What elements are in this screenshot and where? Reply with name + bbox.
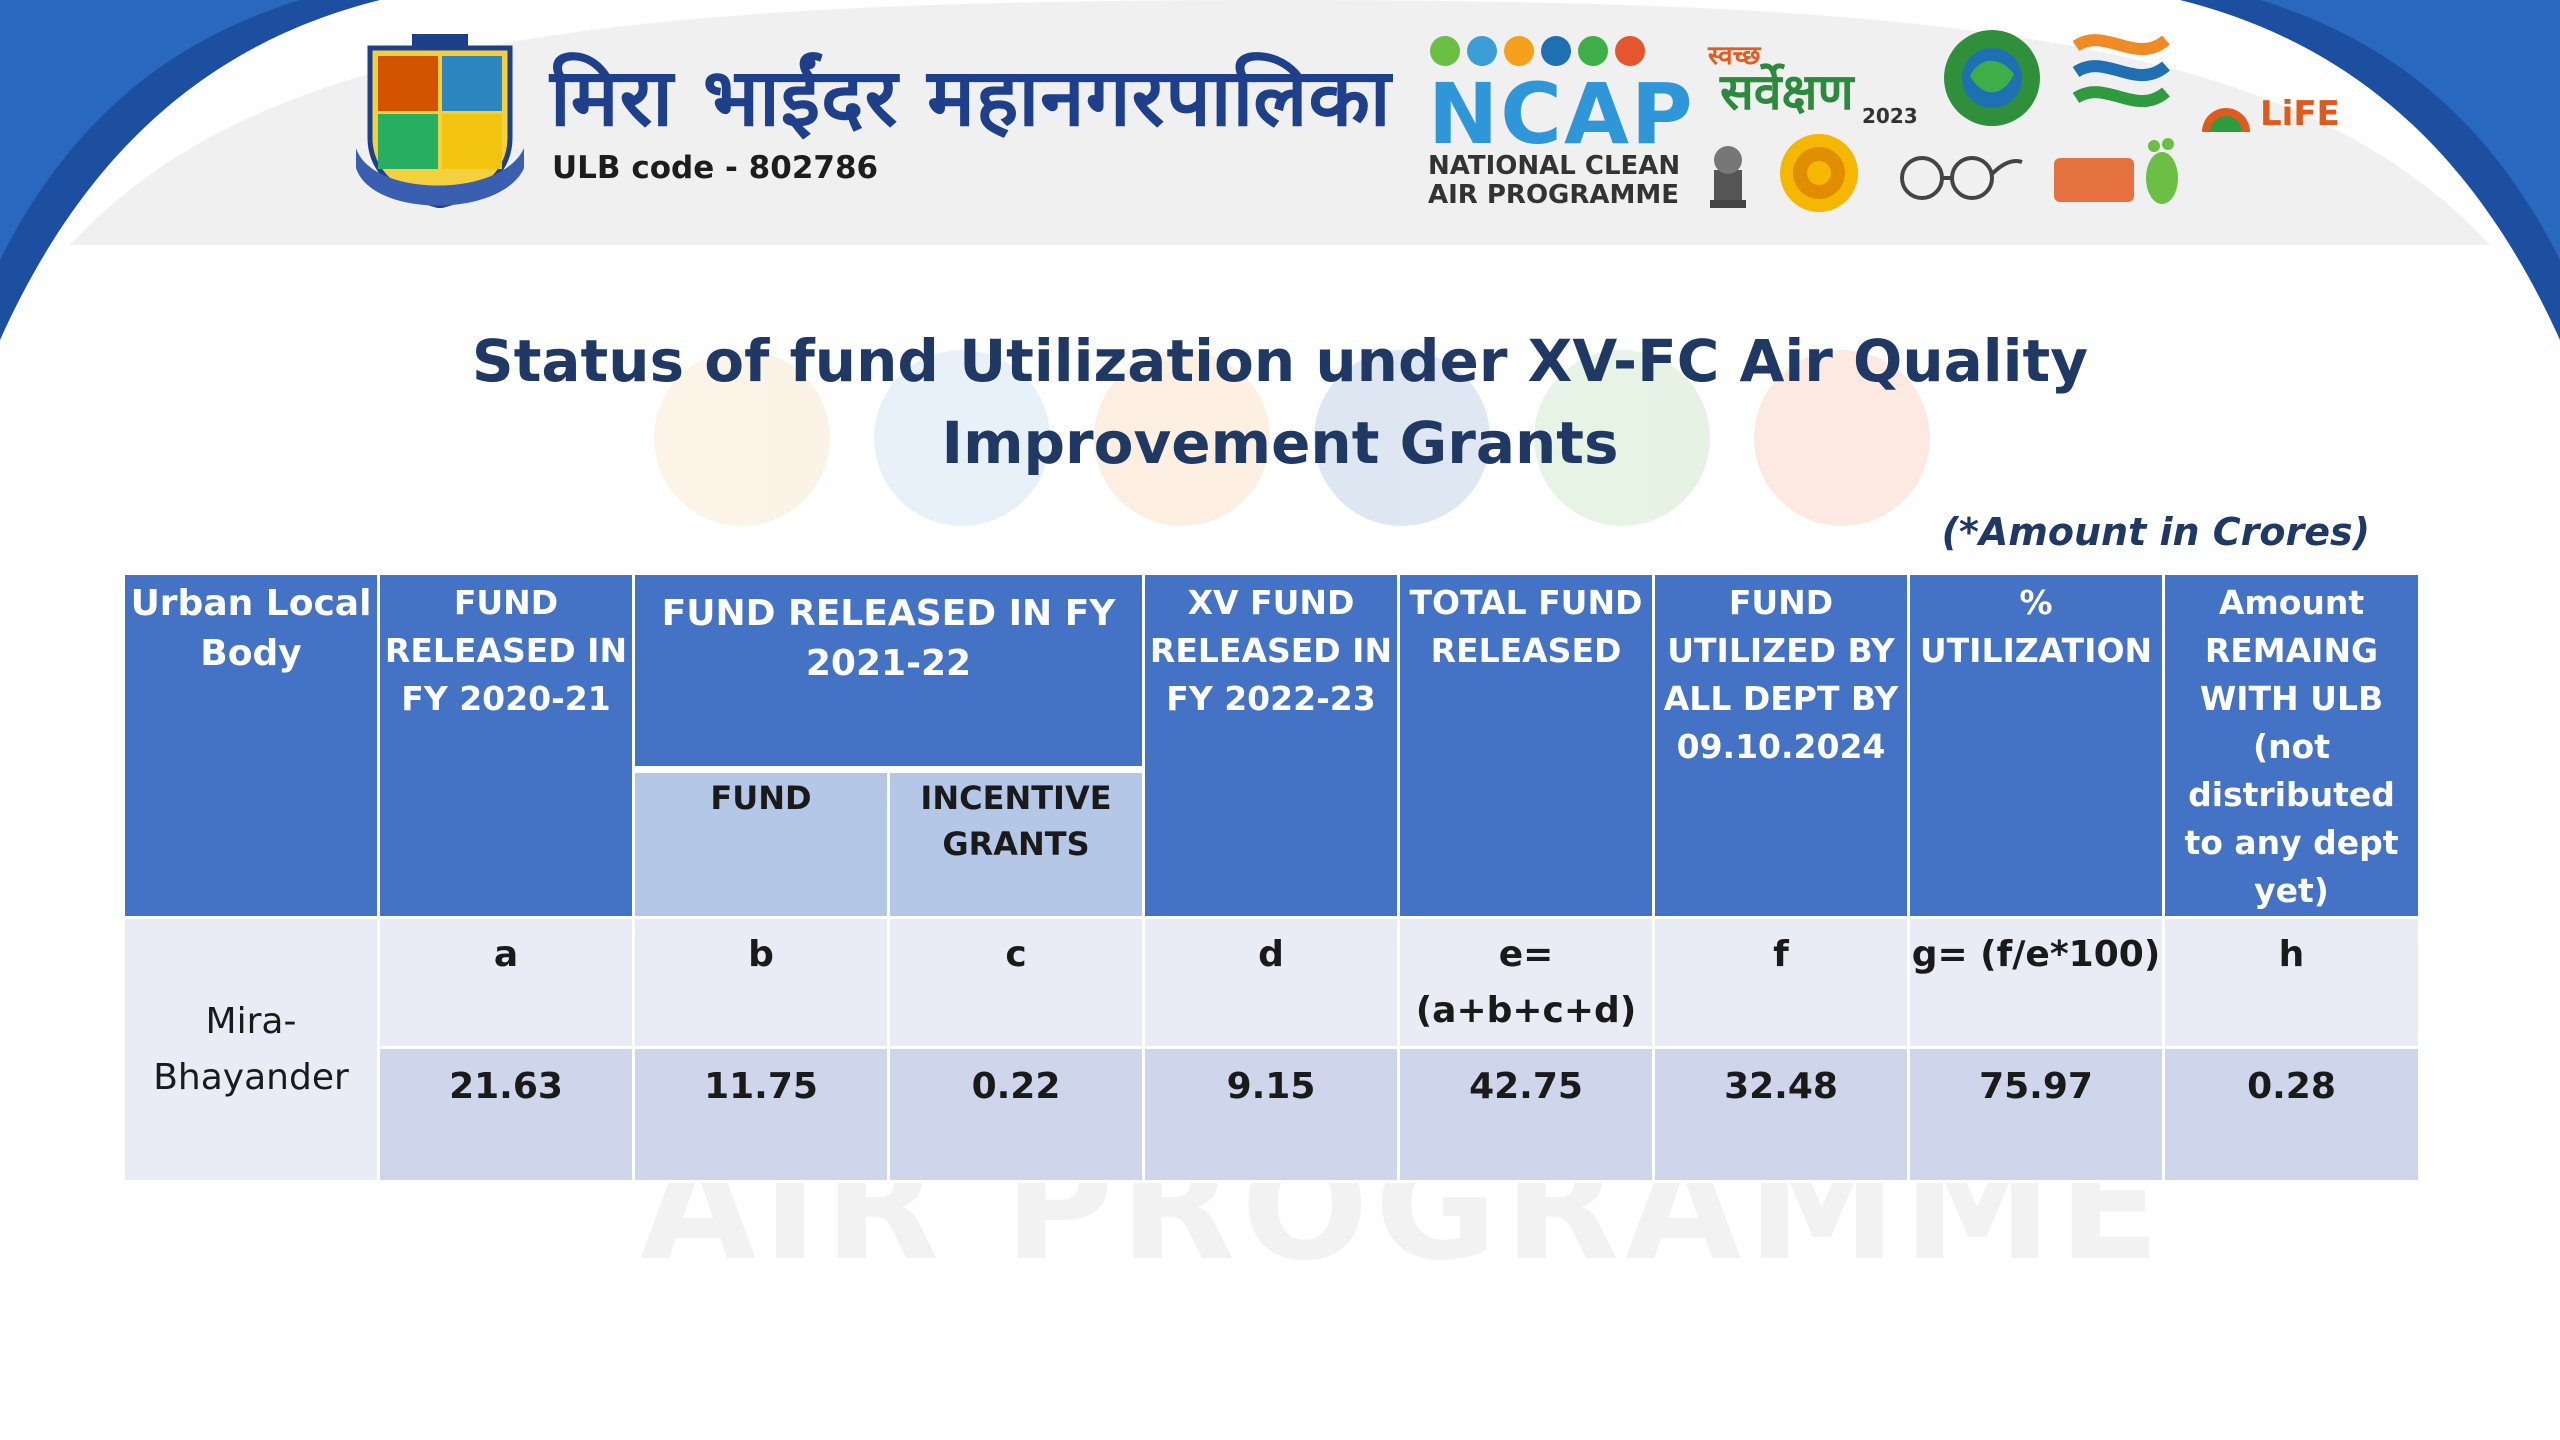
header-sub-incentive: INCENTIVE GRANTS: [887, 765, 1145, 920]
value-h: 0.28: [2162, 1046, 2421, 1183]
ncap-dot-icon: [1578, 36, 1608, 66]
header-total-fund: TOTAL FUND RELEASED: [1397, 572, 1655, 919]
value-g: 75.97: [1907, 1046, 2165, 1183]
ncap-subtitle: NATIONAL CLEAN AIR PROGRAMME: [1428, 152, 1680, 210]
value-d: 9.15: [1142, 1046, 1400, 1183]
life-sun-icon: [2202, 108, 2250, 132]
ncap-logo-text: NCAP: [1428, 65, 1695, 163]
header-banner: मिरा भाईंदर महानगरपालिका ULB code - 8027…: [0, 0, 2560, 245]
swachh-logo-year: 2023: [1862, 104, 1918, 128]
ulb-name-cell: Mira-Bhayander: [122, 916, 380, 1183]
ncap-dot-icon: [1615, 36, 1645, 66]
value-a: 21.63: [377, 1046, 635, 1183]
letter-a: a: [377, 916, 635, 1049]
letter-g: g= (f/e*100): [1907, 916, 2165, 1049]
municipal-crest-logo: [356, 34, 524, 208]
national-emblem-icon: [1710, 146, 1746, 208]
table-row: Mira-Bhayander a b c d e= (a+b+c+d) f g=…: [122, 916, 2421, 1183]
header-fund-2021-22: FUND RELEASED IN FY 2021-22: [632, 572, 1145, 771]
maharashtra-seal-icon: [1780, 134, 1858, 212]
amount-note: (*Amount in Crores): [1941, 510, 2370, 554]
header-pct-utilization: % UTILIZATION: [1907, 572, 2165, 919]
ncap-dot-icon: [1467, 36, 1497, 66]
ulb-code: ULB code - 802786: [552, 150, 879, 186]
letter-b: b: [632, 916, 890, 1049]
header-fund-utilized: FUND UTILIZED BY ALL DEPT BY 09.10.2024: [1652, 572, 1910, 919]
value-c: 0.22: [887, 1046, 1145, 1183]
header-sub-fund: FUND: [632, 765, 890, 920]
header-amount-remaining: Amount REMAING WITH ULB (not distributed…: [2162, 572, 2421, 919]
ncap-subtitle-line: AIR PROGRAMME: [1428, 180, 1680, 210]
ncap-icon-row: [1430, 36, 1652, 70]
world-globe-icon: [1944, 30, 2040, 126]
swachhata-footprint-icon: [2054, 138, 2178, 204]
ncap-dot-icon: [1504, 36, 1534, 66]
ncap-subtitle-line: NATIONAL CLEAN: [1428, 151, 1681, 181]
fund-utilization-table: Urban Local Body FUND RELEASED IN FY 202…: [122, 572, 2421, 1183]
org-name: मिरा भाईंदर महानगरपालिका: [550, 51, 1392, 144]
letter-c: c: [887, 916, 1145, 1049]
letter-f: f: [1652, 916, 1910, 1049]
swachh-logo-top: स्वच्छ: [1708, 41, 1761, 71]
letter-d: d: [1142, 916, 1400, 1049]
header-ulb: Urban Local Body: [122, 572, 380, 919]
swachh-logo-main: सर्वेक्षण: [1720, 63, 1854, 121]
letter-h: h: [2162, 916, 2421, 1049]
swachh-flag-icon: [2072, 34, 2170, 108]
letter-e: e= (a+b+c+d): [1397, 916, 1655, 1049]
value-b: 11.75: [632, 1046, 890, 1183]
header-xv-fund-2022-23: XV FUND RELEASED IN FY 2022-23: [1142, 572, 1400, 919]
value-e: 42.75: [1397, 1046, 1655, 1183]
life-logo-text: LiFE: [2260, 94, 2340, 134]
header-fund-2020-21: FUND RELEASED IN FY 2020-21: [377, 572, 635, 919]
ncap-dot-icon: [1541, 36, 1571, 66]
slide-title: Status of fund Utilization under XV-FC A…: [471, 327, 2089, 477]
ulb-name: Mira-Bhayander: [153, 1000, 349, 1098]
ncap-dot-icon: [1430, 36, 1460, 66]
value-f: 32.48: [1652, 1046, 1910, 1183]
swachh-bharat-glasses-icon: [1900, 156, 2023, 200]
table-row: 21.63 11.75 0.22 9.15 42.75 32.48 75.97 …: [124, 1046, 2421, 1183]
